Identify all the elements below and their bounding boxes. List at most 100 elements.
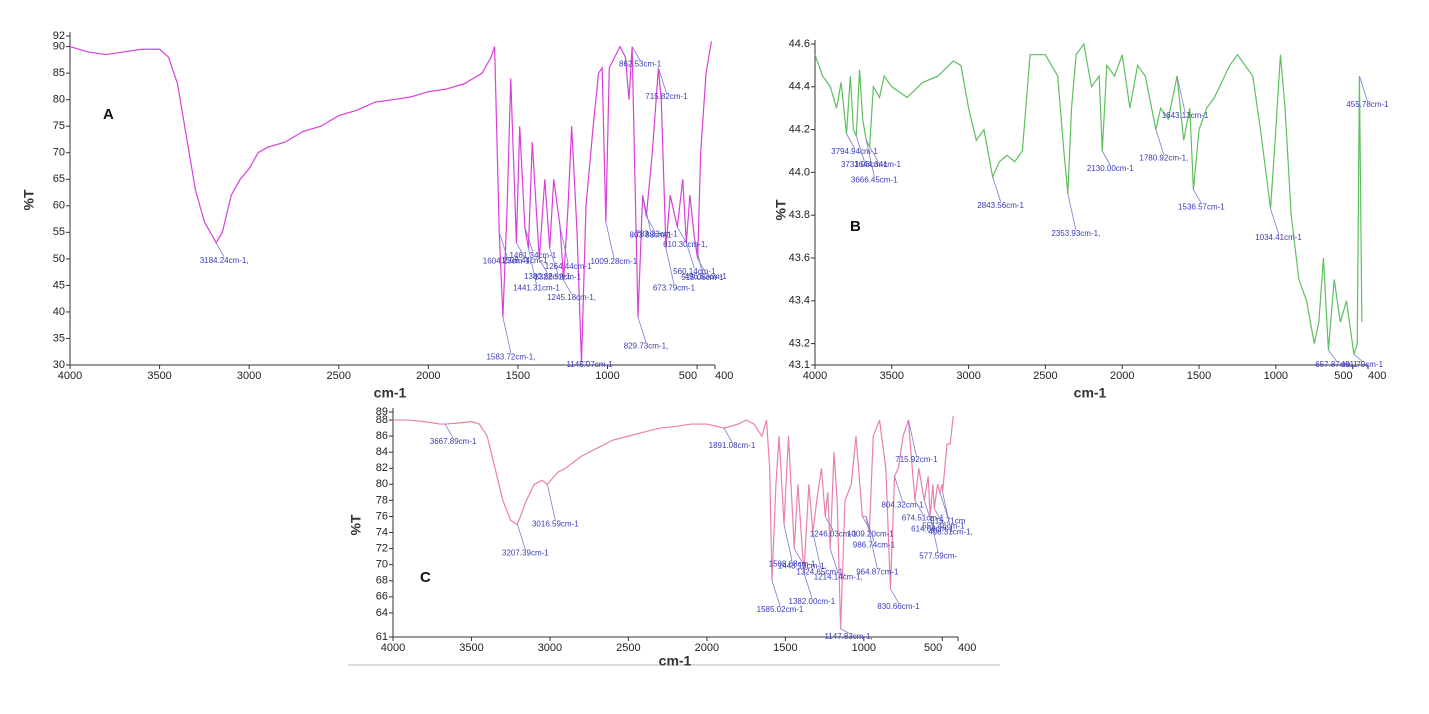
x-tick-label: 1500 — [506, 370, 530, 382]
annotation-leader — [890, 588, 899, 603]
x-tick-label: 500 — [679, 370, 697, 382]
y-tick-label: 72 — [376, 543, 388, 555]
y-tick-label: 90 — [53, 41, 65, 53]
annotation-leader — [1176, 76, 1186, 113]
x-tick-label: 2500 — [1033, 370, 1057, 382]
annotation-label: 1145.07cm-1 — [566, 360, 613, 369]
annotation-leader — [1270, 208, 1279, 234]
y-tick-label: 86 — [376, 430, 388, 442]
annotation-label: 715.92cm-1 — [895, 455, 938, 464]
annotation-label: 2353.93cm-1, — [1051, 229, 1100, 238]
x-tick-label: 4000 — [381, 642, 405, 654]
annotation-label: 1382.00cm-1 — [789, 597, 836, 606]
y-axis-title: %T — [21, 189, 37, 210]
annotation-label: 1034.41cm-1 — [1255, 233, 1302, 242]
y-tick-label: 35 — [53, 332, 65, 344]
annotation-label: 3666.45cm-1 — [851, 175, 898, 184]
annotation-leader — [516, 242, 525, 258]
annotation-label: 3184.24cm-1, — [200, 256, 249, 265]
annotation-label: 1245.18cm-1, — [547, 293, 596, 302]
annotation-leader — [1353, 353, 1363, 362]
annotation-leader — [524, 226, 534, 253]
annotation-leader — [1101, 150, 1111, 166]
annotation-leader — [793, 548, 803, 563]
spectrum-line — [814, 42, 1363, 355]
annotation-leader — [908, 419, 917, 457]
y-tick-label: 44.2 — [789, 124, 810, 136]
y-tick-label: 82 — [376, 462, 388, 474]
annotation-label: 1443.13cm-1, — [778, 562, 827, 571]
y-tick-label: 40 — [53, 306, 65, 318]
annotation-label: 3731.06cm-1 — [841, 160, 888, 169]
x-tick-label: 400 — [958, 642, 976, 654]
x-tick-label: 3000 — [956, 370, 980, 382]
annotation-label: , 783.33cm-1 — [631, 230, 678, 239]
annotation-label: 3794.94cm-1 — [831, 147, 878, 156]
y-tick-label: 66 — [376, 591, 388, 603]
x-tick-label: 500 — [1334, 370, 1352, 382]
annotation-leader — [942, 492, 951, 529]
x-tick-label: 500 — [924, 642, 942, 654]
annotation-label: 496.53cm-1 — [685, 272, 728, 281]
annotation-label: 1214.14cm-1, — [814, 573, 863, 582]
annotation-leader — [645, 216, 655, 231]
annotation-leader — [498, 232, 508, 258]
annotation-leader — [933, 508, 943, 523]
y-tick-label: 30 — [53, 359, 65, 371]
y-tick-label: 45 — [53, 279, 65, 291]
x-tick-label: 400 — [715, 370, 733, 382]
annotation-leader — [723, 427, 733, 443]
y-tick-label: 44.0 — [789, 166, 810, 178]
y-tick-label: 74 — [376, 526, 388, 538]
annotation-leader — [869, 146, 878, 161]
y-axis-title: %T — [348, 514, 364, 535]
annotation-leader — [992, 176, 1002, 202]
x-tick-label: 4000 — [803, 370, 827, 382]
annotation-leader — [637, 317, 647, 343]
annotation-label: 1604.23cm-1, — [483, 256, 532, 265]
y-tick-label: 68 — [376, 575, 388, 587]
annotation-label: 803.88cm-1 — [630, 230, 673, 239]
annotation-label: 1380.68cm-1 — [524, 272, 571, 281]
x-tick-label: 2000 — [1110, 370, 1134, 382]
x-tick-label: 3000 — [237, 370, 261, 382]
x-tick-label: 4000 — [58, 370, 82, 382]
annotation-leader — [1155, 129, 1165, 155]
x-axis-title: cm-1 — [374, 385, 407, 401]
y-tick-label: 65 — [53, 173, 65, 185]
x-tick-label: 400 — [1368, 370, 1386, 382]
annotation-leader — [528, 248, 537, 285]
annotation-leader — [855, 135, 865, 162]
annotation-label: 3667.89cm-1 — [430, 437, 477, 446]
y-axis-title: %T — [773, 199, 789, 220]
annotation-leader — [914, 500, 924, 515]
spectrum-line — [69, 41, 713, 363]
annotation-leader — [939, 492, 949, 518]
annotation-label: 1322.52cm-1 — [534, 272, 581, 281]
y-tick-label: 50 — [53, 253, 65, 265]
annotation-label: 1324.65cm-1, — [796, 568, 845, 577]
y-tick-label: 64 — [376, 607, 388, 619]
annotation-leader — [846, 133, 855, 149]
x-tick-label: 3500 — [880, 370, 904, 382]
annotation-leader — [812, 532, 822, 569]
panel-letter: B — [850, 218, 861, 235]
annotation-label: 498.31cm-1, — [928, 527, 972, 536]
annotation-leader — [444, 423, 454, 439]
annotation-leader — [824, 516, 834, 531]
y-tick-label: 55 — [53, 226, 65, 238]
annotation-leader — [665, 248, 675, 285]
annotation-label: 1246.03cm-1 — [810, 530, 857, 539]
annotation-leader — [642, 195, 652, 232]
annotation-label: 657.87cm-1 — [1315, 360, 1358, 369]
annotation-leader — [538, 258, 548, 274]
annotation-label: 2130.00cm-1 — [1087, 164, 1134, 173]
annotation-label: 515.06cm-1 — [681, 273, 724, 282]
y-tick-label: 43.1 — [789, 359, 810, 371]
annotation-label: 1891.08cm-1 — [709, 441, 756, 450]
annotation-label: 491.79cm-1 — [1341, 360, 1384, 369]
annotation-leader — [502, 317, 512, 354]
y-tick-label: 75 — [53, 120, 65, 132]
annotation-label: 830.66cm-1 — [877, 602, 920, 611]
